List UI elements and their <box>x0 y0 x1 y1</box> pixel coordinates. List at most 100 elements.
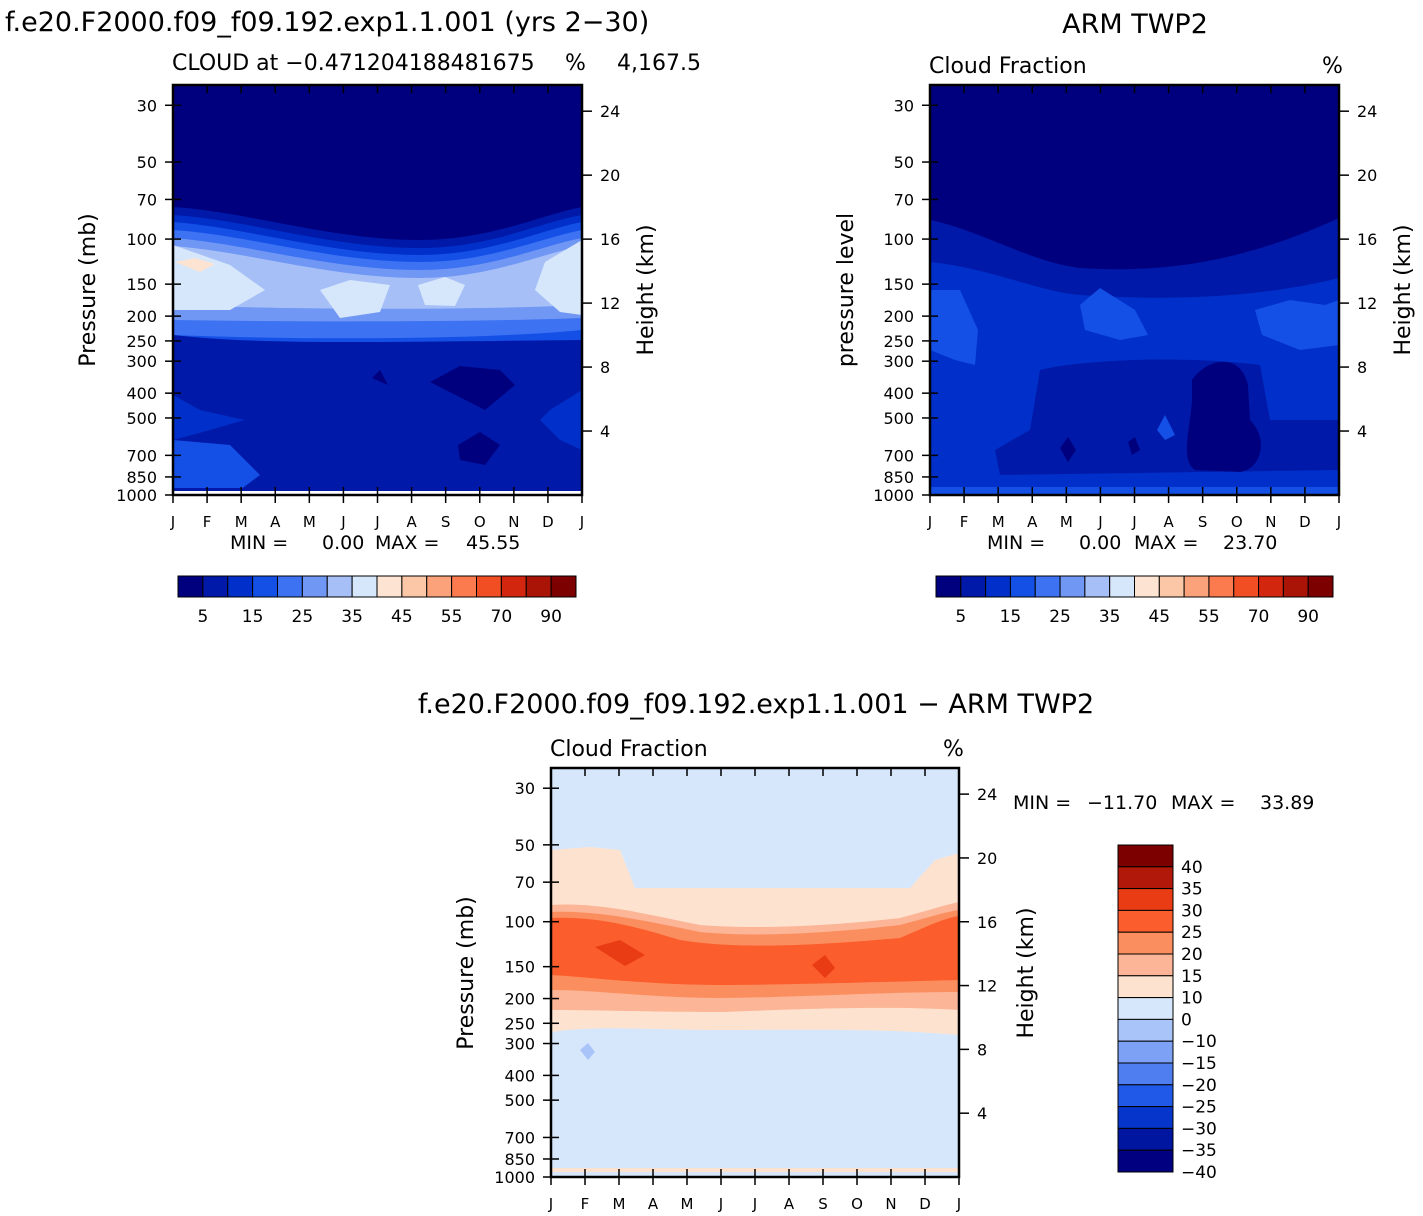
y-tick-label: 850 <box>504 1150 535 1169</box>
y-axis-right-label: Height (km) <box>1391 224 1416 355</box>
colorbar-label: 15 <box>1181 967 1203 987</box>
y-tick-label: 400 <box>883 384 914 403</box>
colorbar-label: 35 <box>1181 880 1203 900</box>
x-tick-label: O <box>474 513 486 531</box>
y-tick-label: 300 <box>126 352 157 371</box>
x-tick-label: J <box>579 513 584 531</box>
y-tick-label: 200 <box>126 307 157 326</box>
colorbar: 5 15 25 35 45 55 70 90 <box>177 575 577 627</box>
x-tick-label: M <box>992 513 1005 531</box>
units-title: % <box>943 737 964 762</box>
colorbar-box <box>1117 931 1174 955</box>
x-tick-label: F <box>203 513 212 531</box>
contour-field <box>930 85 1339 495</box>
colorbar-label: −15 <box>1181 1054 1217 1074</box>
min-value: −11.70 <box>1087 792 1157 814</box>
colorbar-label: 5 <box>955 607 966 627</box>
colorbar-box <box>1117 1106 1174 1129</box>
colorbar-box <box>301 575 328 598</box>
y-tick-label: 700 <box>126 446 157 465</box>
y-right-tick-label: 16 <box>977 913 997 932</box>
main-title: f.e20.F2000.f09_f09.192.exp1.1.001 − ARM… <box>418 689 1094 720</box>
x-tick-label: O <box>1231 513 1243 531</box>
y-right-tick-label: 4 <box>977 1104 987 1123</box>
colorbar-label: −25 <box>1181 1098 1217 1118</box>
x-tick-label: N <box>508 513 519 531</box>
left-title-tail: 4,167.5 <box>617 51 701 76</box>
colorbar-box <box>451 575 477 598</box>
x-tick-label: M <box>303 513 316 531</box>
contour-fill <box>580 1043 595 1060</box>
colorbar-box <box>277 575 303 598</box>
main-title: ARM TWP2 <box>1062 9 1208 40</box>
y-tick-label: 150 <box>126 275 157 294</box>
contour-fill <box>430 366 515 410</box>
colorbar-box <box>1134 575 1160 598</box>
colorbar-box <box>426 575 453 598</box>
max-value: 23.70 <box>1223 532 1277 554</box>
contour-fill <box>1060 437 1076 462</box>
colorbar-label: 10 <box>1181 989 1203 1009</box>
contour-fill <box>595 940 645 966</box>
colorbar-box <box>1117 1040 1174 1064</box>
panel-model: f.e20.F2000.f09_f09.192.exp1.1.001 (yrs … <box>5 7 701 627</box>
colorbar-box <box>1307 575 1334 598</box>
y-tick-label: 250 <box>126 332 157 351</box>
y-tick-label: 30 <box>894 96 914 115</box>
y-right-tick-label: 12 <box>600 294 620 313</box>
colorbar-box <box>1117 975 1174 999</box>
colorbar-label: 55 <box>441 607 463 627</box>
y-right-tick-label: 12 <box>977 977 997 996</box>
colorbar-label: −30 <box>1181 1119 1217 1139</box>
contour-fill <box>458 432 500 465</box>
y-tick-label: 300 <box>504 1035 535 1054</box>
x-tick-label: J <box>956 1195 961 1213</box>
colorbar-box <box>351 575 378 598</box>
colorbar-box <box>1117 844 1174 868</box>
x-tick-label: M <box>1060 513 1073 531</box>
colorbar-box <box>252 575 278 598</box>
x-tick-label: J <box>548 1195 553 1213</box>
contour-fill <box>551 1030 959 1160</box>
colorbar-label: 35 <box>341 607 363 627</box>
contour-fill <box>535 240 582 315</box>
y-tick-label: 700 <box>504 1128 535 1147</box>
x-tick-label: A <box>784 1195 795 1213</box>
colorbar-box <box>1059 575 1086 598</box>
y-axis-label: Pressure (mb) <box>454 896 479 1050</box>
x-tick-label: D <box>1299 513 1311 531</box>
max-value: 45.55 <box>466 532 520 554</box>
units-title: % <box>565 51 586 76</box>
x-tick-label: F <box>960 513 969 531</box>
y-tick-label: 1000 <box>873 486 914 505</box>
colorbar-box <box>476 575 502 598</box>
contour-fill <box>173 246 582 309</box>
colorbar-box <box>1117 1062 1174 1086</box>
x-tick-label: D <box>919 1195 931 1213</box>
colorbar-box <box>1034 575 1061 598</box>
max-label: MAX = <box>1134 532 1198 554</box>
left-title: Cloud Fraction <box>929 54 1087 79</box>
colorbar-label: 45 <box>1148 607 1170 627</box>
x-tick-label: A <box>406 513 417 531</box>
height-axis: 24 20 16 12 8 4 <box>959 785 997 1123</box>
min-value: 0.00 <box>1079 532 1121 554</box>
y-tick-label: 150 <box>883 275 914 294</box>
y-tick-label: 50 <box>894 153 914 172</box>
colorbar-box <box>376 575 403 598</box>
y-tick-label: 500 <box>883 409 914 428</box>
colorbar-label: 15 <box>1000 607 1022 627</box>
x-tick-label: A <box>270 513 281 531</box>
y-right-tick-label: 20 <box>600 166 620 185</box>
x-tick-label: J <box>1131 513 1136 531</box>
y-axis-label: Pressure (mb) <box>76 213 101 367</box>
x-tick-label: S <box>441 513 451 531</box>
y-tick-label: 1000 <box>494 1168 535 1187</box>
colorbar-label: 40 <box>1181 858 1203 878</box>
